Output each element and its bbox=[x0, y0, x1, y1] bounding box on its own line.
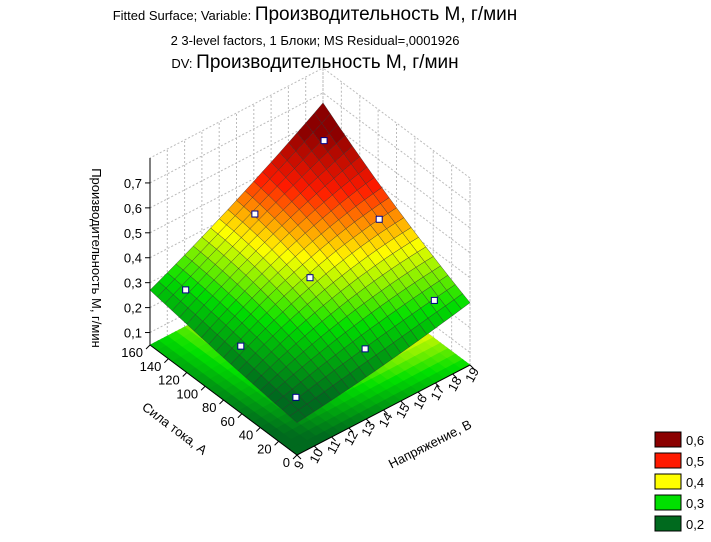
legend-swatch bbox=[654, 515, 682, 532]
x-tick-label: 9 bbox=[291, 458, 308, 471]
y-tick-label: 100 bbox=[176, 386, 198, 401]
z-tick-label: 0,4 bbox=[124, 251, 142, 266]
legend-label: 0,2 bbox=[686, 517, 704, 532]
y-axis-title: Сила тока, А bbox=[139, 399, 210, 458]
legend-swatch bbox=[654, 494, 682, 511]
y-tick bbox=[219, 399, 224, 405]
y-tick bbox=[200, 385, 206, 391]
x-tick-label: 13 bbox=[358, 419, 378, 439]
x-tick bbox=[348, 427, 354, 433]
x-tick bbox=[313, 445, 319, 451]
data-point bbox=[292, 393, 300, 401]
surface-cell bbox=[289, 409, 307, 423]
x-tick bbox=[296, 454, 302, 460]
data-point bbox=[320, 137, 328, 145]
dv-main: Производительность М, г/мин bbox=[196, 52, 458, 73]
z-tick-label: 0,3 bbox=[124, 276, 142, 291]
x-tick bbox=[365, 418, 371, 424]
z-grid-line bbox=[149, 142, 471, 254]
y-tick bbox=[237, 413, 243, 419]
legend-label: 0,4 bbox=[686, 475, 704, 490]
chart-title: Fitted Surface; Variable: Производительн… bbox=[113, 4, 518, 25]
z-tick-label: 0,2 bbox=[124, 301, 142, 316]
plot: 0,1 0,2 0,3 0,4 0,5 0,6 0,7 9101112131415161718… bbox=[89, 67, 704, 532]
x-tick-label: 14 bbox=[376, 410, 396, 430]
x-tick bbox=[417, 391, 423, 397]
x-tick bbox=[469, 364, 475, 370]
x-tick bbox=[383, 409, 388, 415]
y-tick bbox=[182, 372, 188, 377]
title-prefix: Fitted Surface; Variable: bbox=[113, 8, 255, 23]
x-axis-title: Напряжение, В bbox=[386, 417, 474, 472]
y-tick-label: 120 bbox=[158, 373, 180, 388]
legend-label: 0,3 bbox=[686, 496, 704, 511]
x-tick bbox=[400, 400, 406, 406]
z-tick-label: 0,5 bbox=[124, 226, 142, 241]
z-grid-line bbox=[149, 92, 471, 204]
y-tick bbox=[274, 440, 279, 446]
y-tick-label: 20 bbox=[257, 441, 271, 456]
y-tick bbox=[255, 427, 261, 432]
y-tick bbox=[145, 344, 151, 350]
data-point bbox=[430, 296, 438, 304]
legend-swatch bbox=[654, 452, 682, 469]
data-point bbox=[251, 210, 259, 218]
z-tick-label: 0,1 bbox=[124, 326, 142, 341]
z-tick-label: 0,7 bbox=[124, 176, 142, 191]
z-axis-title: Производительность М, г/мин bbox=[89, 168, 104, 348]
y-tick-label: 140 bbox=[140, 359, 162, 374]
x-tick-label: 16 bbox=[410, 392, 430, 412]
y-tick-label: 0 bbox=[283, 455, 290, 470]
y-tick-label: 60 bbox=[220, 414, 234, 429]
data-point bbox=[361, 345, 369, 353]
y-tick-label: 80 bbox=[202, 400, 216, 415]
dv-prefix: DV: bbox=[171, 56, 196, 71]
dv-title: DV: Производительность М, г/мин bbox=[171, 52, 458, 73]
x-tick-label: 10 bbox=[306, 446, 326, 466]
y-tick-label: 160 bbox=[121, 345, 143, 360]
legend-label: 0,5 bbox=[686, 454, 704, 469]
y-tick bbox=[292, 454, 298, 460]
x-tick-label: 12 bbox=[341, 428, 361, 448]
surface bbox=[149, 102, 471, 423]
y-tick-label: 40 bbox=[239, 428, 253, 443]
x-tick bbox=[452, 373, 458, 379]
legend-swatch bbox=[654, 431, 682, 448]
z-tick-label: 0,6 bbox=[124, 201, 142, 216]
data-point bbox=[375, 215, 383, 223]
x-tick-label: 15 bbox=[393, 401, 413, 421]
data-point bbox=[306, 274, 314, 282]
data-point bbox=[182, 286, 190, 294]
x-tick bbox=[435, 382, 440, 388]
title-main: Производительность М, г/мин bbox=[255, 4, 517, 25]
x-tick-label: 18 bbox=[445, 374, 465, 394]
z-grid-line bbox=[149, 117, 471, 229]
x-tick-label: 17 bbox=[427, 383, 447, 403]
x-tick-label: 11 bbox=[324, 437, 344, 456]
data-point bbox=[237, 342, 245, 350]
legend-swatch bbox=[654, 473, 682, 490]
y-tick bbox=[164, 358, 169, 364]
x-tick-label: 19 bbox=[462, 365, 482, 385]
subtitle: 2 3-level factors, 1 Блоки; MS Residual=… bbox=[171, 33, 460, 48]
x-tick bbox=[331, 436, 336, 442]
legend-label: 0,6 bbox=[686, 433, 704, 448]
